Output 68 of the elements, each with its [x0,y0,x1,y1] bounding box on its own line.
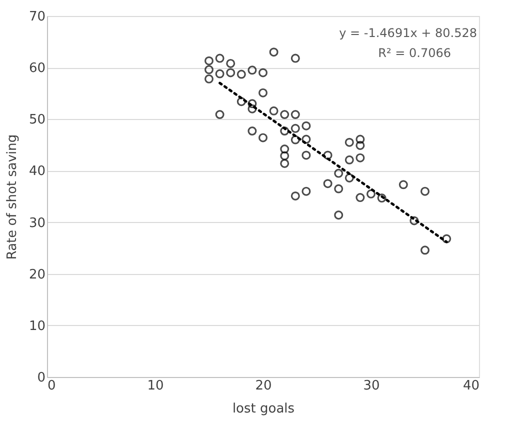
x-tick-label: 30 [363,378,380,394]
y-tick-label: 70 [28,10,46,24]
point [269,106,278,116]
point [344,138,354,147]
point [442,234,452,244]
point [280,144,290,154]
point [290,124,300,133]
point [280,110,290,119]
point [248,99,257,108]
point [269,48,278,57]
point [366,189,376,198]
y-tick-label: 20 [28,267,46,282]
point [356,153,365,162]
point [204,65,214,74]
point [356,193,365,202]
point [323,150,332,160]
x-tick-label: 40 [462,378,480,394]
point [258,68,268,78]
point [248,66,257,75]
point [215,54,224,63]
point [258,88,268,98]
point [323,179,332,188]
y-tick-label: 30 [28,216,46,231]
point [236,97,246,106]
point [302,134,311,144]
y-tick-label: 10 [28,318,46,334]
point [302,150,311,160]
annotation: R² = 0.7066 [378,46,451,60]
point [290,191,300,200]
point [248,104,257,114]
point [226,68,236,78]
point [204,56,214,66]
point [258,133,268,142]
point [420,246,430,255]
point [344,155,354,164]
point [290,110,300,119]
point [215,110,224,119]
point [334,184,344,194]
x-tick-label: 10 [147,378,164,394]
point [236,70,246,79]
point [334,210,344,220]
point [356,134,365,144]
y-tick-label: 40 [28,164,46,180]
x-tick-label: 0 [48,378,56,394]
x-axis-title: lost goals [232,402,295,416]
point [248,126,257,136]
x-tick-label: 20 [255,378,272,394]
point [290,54,300,63]
point [226,58,236,68]
point [410,216,419,226]
point [377,194,386,203]
point [215,69,224,78]
point [302,186,311,196]
y-tick-label: 50 [28,112,46,128]
point [302,121,311,130]
point [344,173,354,182]
point [398,180,408,190]
point [280,151,290,160]
point [334,168,344,178]
point [290,135,300,144]
point [420,186,430,196]
point [280,158,290,168]
point [204,74,214,84]
point [356,140,365,150]
annotation: y = -1.4691x + 80.528 [339,26,477,40]
y-tick-label: 60 [28,61,46,76]
point [280,126,290,136]
y-axis-title: Rate of shot saving [4,134,20,260]
